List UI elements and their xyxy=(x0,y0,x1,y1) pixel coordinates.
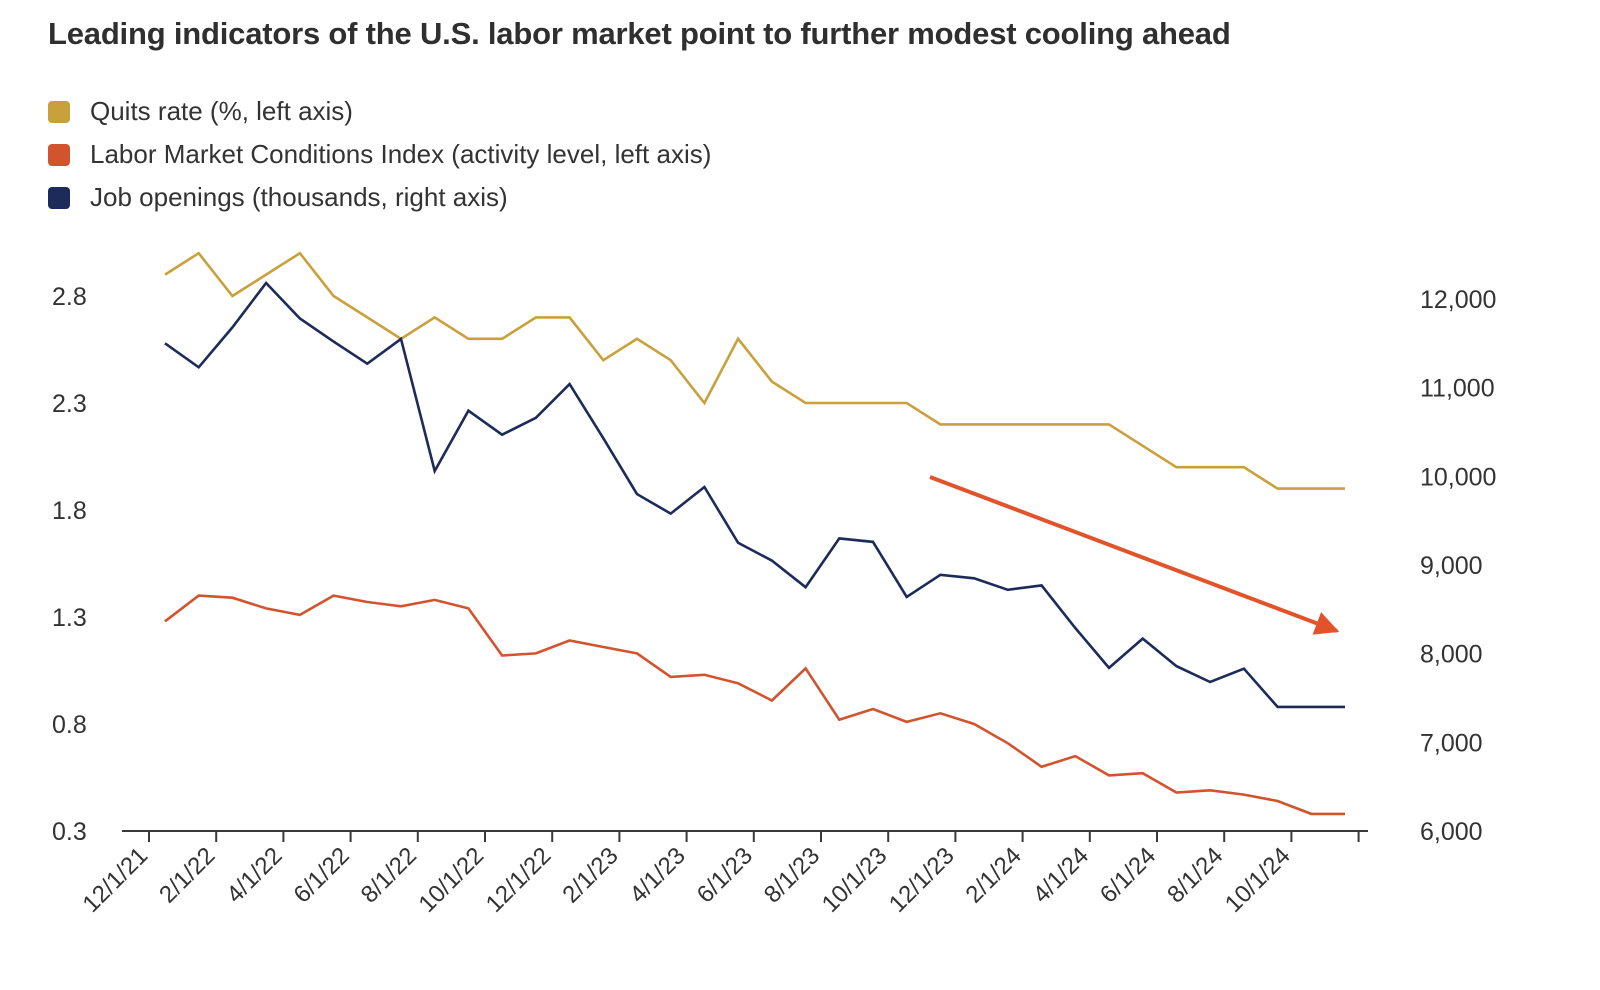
x-tick-label: 6/1/22 xyxy=(289,842,355,908)
y-right-tick-label: 12,000 xyxy=(1420,286,1496,314)
x-tick-label: 8/1/23 xyxy=(759,842,825,908)
x-tick-label: 6/1/23 xyxy=(692,842,758,908)
legend: Quits rate (%, left axis) Labor Market C… xyxy=(48,90,711,219)
y-left-tick-label: 1.3 xyxy=(52,604,87,632)
legend-item-lmci: Labor Market Conditions Index (activity … xyxy=(48,133,711,176)
trend-arrow xyxy=(929,475,1340,635)
x-tick-label: 12/1/21 xyxy=(78,842,154,918)
quits-rate-line xyxy=(164,251,1345,490)
series-layer xyxy=(164,251,1345,816)
legend-swatch-quits xyxy=(48,100,70,123)
x-tick-label: 4/1/22 xyxy=(221,842,287,908)
legend-swatch-lmci xyxy=(48,143,70,166)
y-axis-right: 6,000 7,000 8,000 9,000 10,000 11,000 12,000 xyxy=(1420,286,1496,846)
legend-swatch-job-openings xyxy=(48,186,70,209)
y-right-tick-label: 10,000 xyxy=(1420,463,1496,491)
job-openings-line xyxy=(164,280,1345,709)
x-tick-label: 6/1/24 xyxy=(1095,842,1161,908)
chart-title: Leading indicators of the U.S. labor mar… xyxy=(48,16,1231,51)
legend-item-job-openings: Job openings (thousands, right axis) xyxy=(48,176,711,219)
y-left-tick-label: 2.3 xyxy=(52,390,87,418)
legend-label-quits: Quits rate (%, left axis) xyxy=(90,96,353,126)
x-tick-label: 2/1/23 xyxy=(557,842,623,908)
x-tick-label: 2/1/24 xyxy=(961,842,1027,908)
y-right-tick-label: 7,000 xyxy=(1420,729,1483,757)
legend-label-lmci: Labor Market Conditions Index (activity … xyxy=(90,139,712,169)
annotation-layer xyxy=(929,475,1340,635)
labor-market-conditions-line xyxy=(164,594,1345,816)
x-tick-label: 4/1/23 xyxy=(625,842,691,908)
x-tick-label: 10/1/24 xyxy=(1220,842,1296,918)
x-tick-label: 2/1/22 xyxy=(154,842,220,908)
x-tick-label: 10/1/22 xyxy=(414,842,490,918)
y-right-tick-label: 6,000 xyxy=(1420,818,1483,846)
y-right-tick-label: 9,000 xyxy=(1420,552,1483,580)
y-left-tick-label: 0.8 xyxy=(52,711,87,739)
x-tick-label: 12/1/22 xyxy=(481,842,557,918)
x-tick-label: 10/1/23 xyxy=(817,842,893,918)
y-right-tick-label: 8,000 xyxy=(1420,641,1483,669)
x-axis: 12/1/21 2/1/22 4/1/22 6/1/22 8/1/2210/1/2212… xyxy=(78,830,1368,918)
legend-label-job-openings: Job openings (thousands, right axis) xyxy=(90,182,508,212)
y-left-tick-label: 0.3 xyxy=(52,818,87,846)
y-left-tick-label: 1.8 xyxy=(52,497,87,525)
x-tick-label: 4/1/24 xyxy=(1028,842,1094,908)
y-axis-left: 0.3 0.8 1.3 1.8 2.3 2.8 xyxy=(52,283,87,846)
legend-item-quits: Quits rate (%, left axis) xyxy=(48,90,711,133)
y-right-tick-label: 11,000 xyxy=(1420,375,1495,403)
y-left-tick-label: 2.8 xyxy=(52,283,87,311)
x-tick-label: 8/1/24 xyxy=(1162,842,1228,908)
x-tick-label: 12/1/23 xyxy=(884,842,960,918)
x-tick-label: 8/1/22 xyxy=(356,842,422,908)
